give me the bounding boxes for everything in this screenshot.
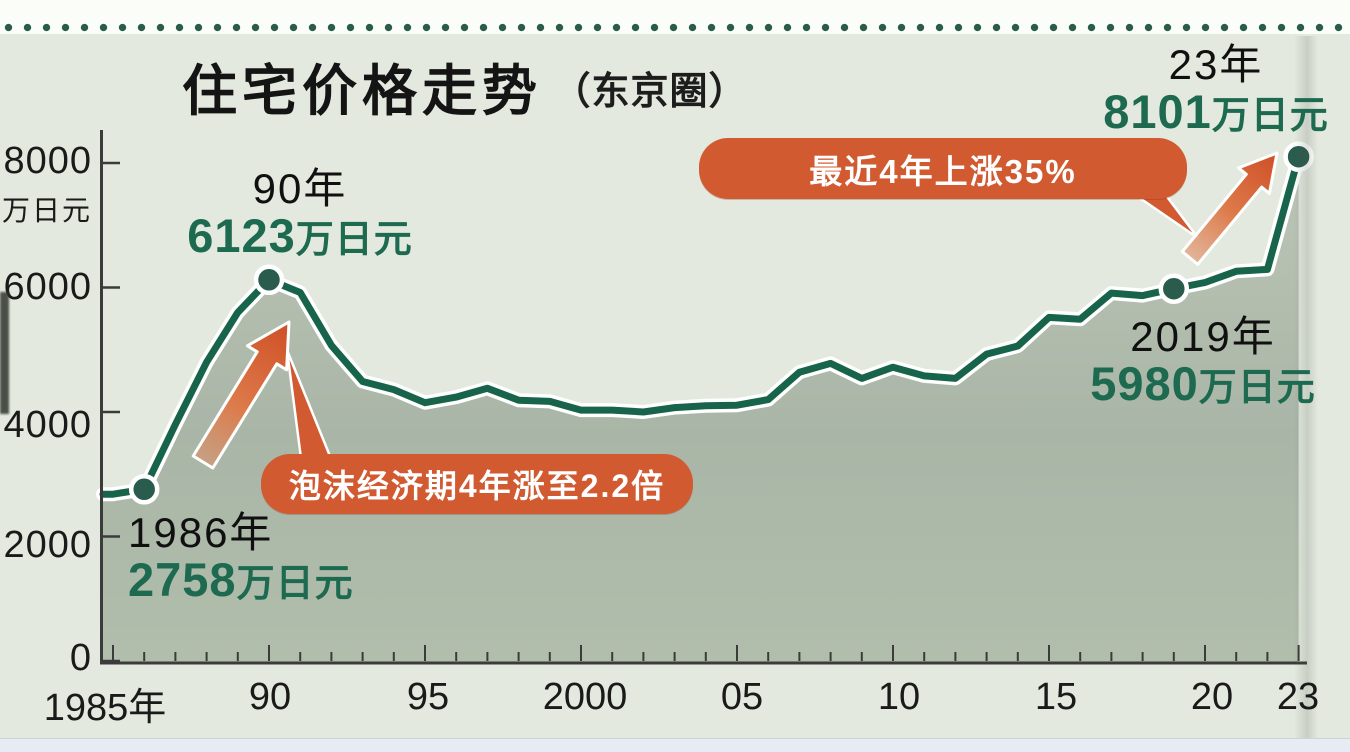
x-tick-label-2020: 20 (1190, 676, 1234, 718)
point-1986-value: 2758万日元 (128, 553, 354, 607)
point-label-1986: 1986年 2758万日元 (128, 510, 354, 606)
point-label-2019: 2019年 5980万日元 (1072, 314, 1334, 410)
data-point-marker-1990 (253, 264, 285, 296)
data-series-layer (96, 141, 1314, 663)
y-tick-label-4000: 4000 (3, 404, 92, 446)
y-tick-label-8000: 8000 (3, 140, 92, 182)
point-2019-year: 2019年 (1130, 313, 1276, 360)
x-tick-label-1985: 1985年 (43, 687, 167, 729)
point-2023-value: 8101万日元 (1103, 85, 1329, 139)
chart-title-region: （东京圈） (552, 71, 748, 113)
x-tick-label-2005: 05 (720, 676, 764, 718)
x-tick-label-2000: 2000 (542, 676, 628, 718)
price-line (99, 153, 1303, 498)
y-tick-label-0: 0 (69, 637, 92, 679)
annotation-arrows-layer (191, 151, 1279, 470)
y-axis-unit-label: 万日元 (1, 195, 92, 226)
axes (100, 130, 1307, 665)
point-1986-year: 1986年 (128, 509, 274, 556)
x-tick-label-1990: 90 (248, 676, 292, 718)
x-tick-label-2010: 10 (877, 676, 921, 718)
x-tick-label-2023: 23 (1276, 676, 1320, 718)
y-tick-label-2000: 2000 (3, 524, 92, 566)
bubble-rise-arrow-icon (191, 320, 291, 470)
bottom-edge-band (0, 738, 1350, 752)
data-point-marker-2019 (1158, 273, 1190, 304)
point-2019-value: 5980万日元 (1090, 357, 1316, 411)
x-tick-label-2015: 15 (1034, 676, 1078, 718)
data-point-marker-2023 (1283, 141, 1314, 172)
dotted-divider-line (4, 23, 1346, 32)
y-tick-label-6000: 6000 (3, 266, 92, 308)
photo-crease-shadow (1294, 36, 1318, 738)
point-label-1990: 90年 6123万日元 (170, 166, 430, 262)
chart-title-main: 住宅价格走势 (182, 60, 543, 122)
point-1990-value: 6123万日元 (187, 209, 413, 263)
recent-rise-arrow-icon (1180, 151, 1279, 266)
point-2023-year: 23年 (1168, 41, 1264, 88)
photo-artifact-smudge (0, 292, 9, 414)
point-label-2023: 23年 8101万日元 (1090, 42, 1342, 138)
callout-recent-4yr-rise: 最近4年上涨35% (699, 138, 1187, 199)
point-1990-year: 90年 (252, 165, 348, 212)
data-point-marker-1986 (128, 474, 160, 505)
callout-bubble-economy: 泡沫经济期4年涨至2.2倍 (261, 454, 693, 514)
x-tick-label-1995: 95 (406, 676, 450, 718)
chart-title: 住宅价格走势 （东京圈） (182, 46, 747, 126)
